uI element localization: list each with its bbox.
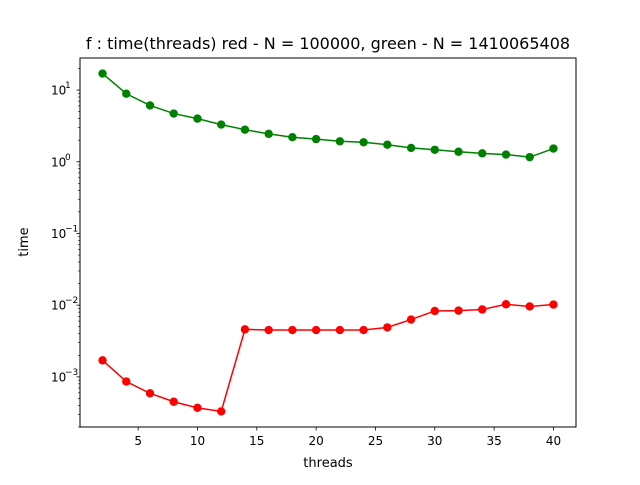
data-point bbox=[311, 325, 321, 335]
data-point bbox=[383, 140, 392, 149]
y-tick-label: 10 bbox=[51, 370, 66, 384]
data-point bbox=[217, 120, 226, 129]
data-point bbox=[98, 356, 107, 365]
data-point bbox=[145, 389, 155, 398]
data-point bbox=[478, 149, 487, 158]
data-point bbox=[430, 306, 439, 316]
x-tick-label: 15 bbox=[249, 434, 264, 448]
data-point bbox=[501, 150, 511, 159]
data-point bbox=[240, 125, 250, 134]
y-tick-exponent: −3 bbox=[65, 368, 78, 378]
data-point bbox=[217, 407, 226, 416]
data-point bbox=[122, 377, 131, 386]
y-tick-exponent: 0 bbox=[65, 153, 71, 163]
x-tick-label: 40 bbox=[546, 434, 561, 448]
data-point bbox=[264, 129, 273, 139]
data-point bbox=[501, 300, 511, 309]
data-point bbox=[288, 325, 297, 335]
x-tick-label: 5 bbox=[134, 434, 142, 448]
data-point bbox=[145, 101, 155, 110]
data-point bbox=[169, 109, 178, 118]
data-point bbox=[430, 145, 439, 154]
y-tick-label: 10 bbox=[51, 155, 66, 169]
data-point bbox=[454, 306, 463, 315]
data-point bbox=[359, 138, 368, 147]
y-tick-exponent: 1 bbox=[65, 81, 71, 91]
data-point bbox=[193, 114, 202, 123]
x-tick-label: 30 bbox=[427, 434, 442, 448]
chart-title: f : time(threads) red - N = 100000, gree… bbox=[86, 34, 570, 53]
x-axis-label: threads bbox=[303, 456, 353, 471]
y-tick-label: 10 bbox=[51, 227, 66, 241]
y-tick-exponent: −1 bbox=[65, 224, 78, 234]
y-axis-label: time bbox=[17, 227, 32, 256]
data-point bbox=[98, 69, 107, 78]
data-point bbox=[335, 137, 345, 146]
data-point bbox=[311, 134, 321, 144]
data-point bbox=[122, 89, 131, 98]
data-point bbox=[240, 325, 250, 334]
data-point bbox=[335, 325, 345, 335]
data-point bbox=[288, 133, 297, 142]
data-point bbox=[549, 300, 558, 309]
data-point bbox=[169, 397, 178, 406]
data-point bbox=[525, 302, 534, 311]
data-point bbox=[525, 152, 534, 162]
x-tick-label: 25 bbox=[368, 434, 383, 448]
plot-frame bbox=[79, 57, 577, 428]
data-point bbox=[478, 305, 487, 314]
data-point bbox=[264, 325, 273, 335]
data-point bbox=[406, 315, 416, 324]
data-point bbox=[454, 147, 463, 156]
y-tick-exponent: −2 bbox=[65, 296, 78, 306]
x-tick-label: 10 bbox=[190, 434, 205, 448]
y-tick-label: 10 bbox=[51, 299, 66, 313]
x-tick-label: 20 bbox=[308, 434, 323, 448]
data-point bbox=[359, 325, 368, 335]
series-layer bbox=[98, 69, 558, 416]
data-point bbox=[383, 323, 392, 332]
data-point bbox=[549, 144, 558, 153]
y-tick-label: 10 bbox=[51, 84, 66, 98]
data-point bbox=[406, 143, 416, 153]
x-tick-label: 35 bbox=[486, 434, 501, 448]
data-point bbox=[193, 403, 202, 413]
